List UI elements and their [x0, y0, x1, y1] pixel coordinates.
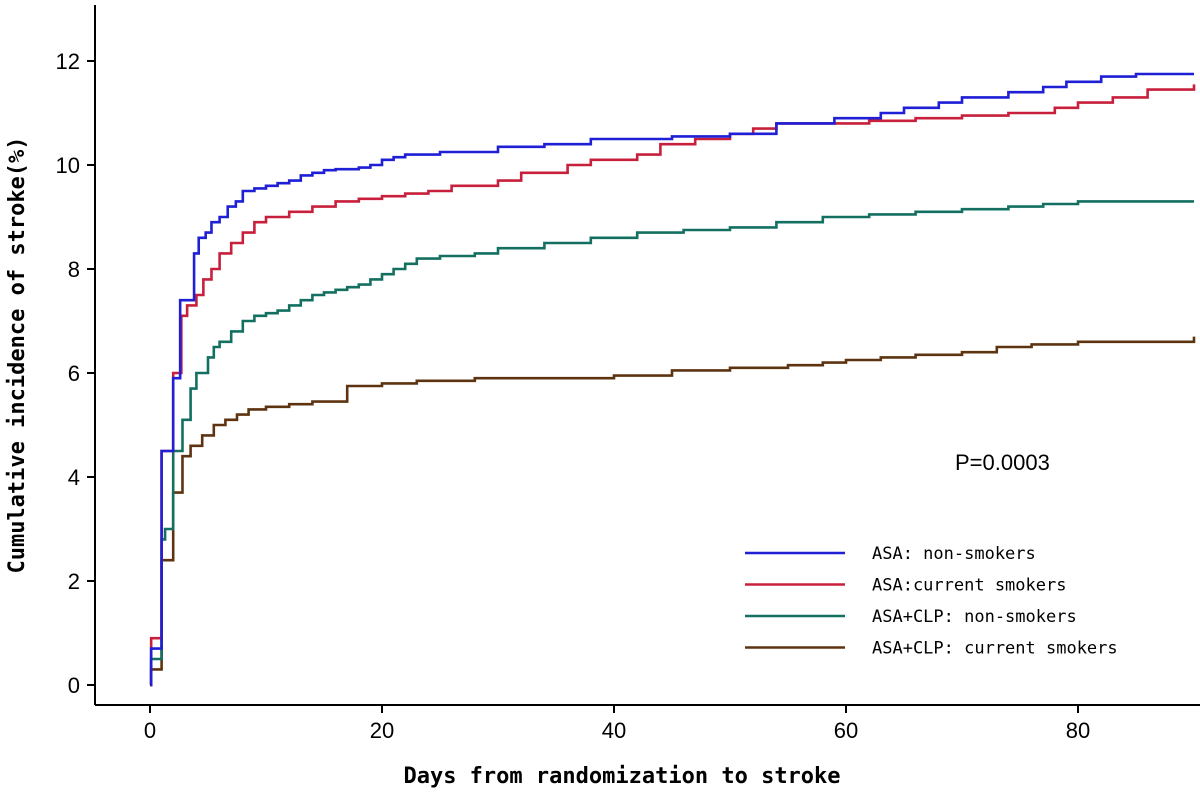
series-line-asa-clp-current-smokers: [149, 336, 1196, 687]
y-ticks: 0 2 4 6 8 10 12: [56, 49, 95, 698]
series-line-asa-current-smokers: [149, 84, 1196, 687]
y-tick-label: 8: [68, 257, 80, 282]
x-ticks: 0 20 40 60 80: [144, 705, 1090, 743]
series-line-asa-non-smokers: [149, 72, 1194, 687]
p-value-annotation: P=0.0003: [955, 450, 1050, 475]
series-line-asa-clp-non-smokers: [149, 200, 1194, 687]
x-tick-label: 0: [144, 718, 156, 743]
x-tick-label: 60: [834, 718, 858, 743]
x-tick-label: 40: [602, 718, 626, 743]
y-tick-label: 6: [68, 361, 80, 386]
x-tick-label: 20: [370, 718, 394, 743]
legend-label: ASA: non-smokers: [872, 544, 1036, 564]
series-lines: [149, 72, 1196, 687]
legend-label: ASA+CLP: current smokers: [872, 639, 1118, 659]
y-tick-label: 4: [68, 465, 80, 490]
legend-label: ASA+CLP: non-smokers: [872, 607, 1077, 627]
y-tick-label: 10: [56, 153, 80, 178]
x-tick-label: 80: [1066, 718, 1090, 743]
y-tick-label: 2: [68, 569, 80, 594]
y-tick-label: 0: [68, 673, 80, 698]
y-axis-title: Cumulative incidence of stroke(%): [5, 136, 30, 573]
legend: ASA: non-smokers ASA:current smokers ASA+C…: [745, 544, 1118, 659]
legend-label: ASA:current smokers: [872, 576, 1066, 596]
x-axis-title: Days from randomization to stroke: [403, 764, 840, 789]
y-tick-label: 12: [56, 49, 80, 74]
